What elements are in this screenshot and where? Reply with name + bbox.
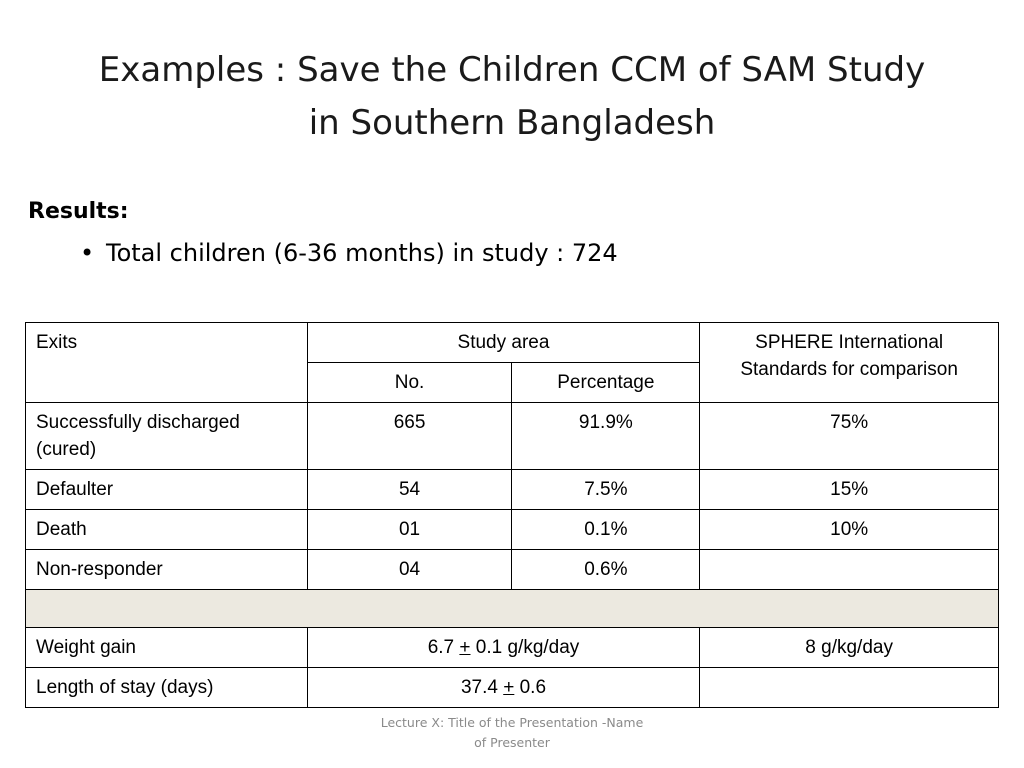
table-row: Defaulter 54 7.5% 15% <box>25 469 999 510</box>
row-percentage: 0.1% <box>511 509 701 550</box>
separator-cell <box>25 589 999 628</box>
value-pre: 37.4 <box>460 677 504 698</box>
row-no: 01 <box>306 509 513 550</box>
value-pre: 6.7 <box>427 637 460 658</box>
row-no: 04 <box>306 549 513 590</box>
slide-title: Examples : Save the Children CCM of SAM … <box>40 44 984 150</box>
footer-line-1: Lecture X: Title of the Presentation -Na… <box>380 715 644 730</box>
row-sphere: 8 g/kg/day <box>699 627 999 668</box>
row-percentage: 7.5% <box>511 469 701 510</box>
header-exits: Exits <box>25 322 308 403</box>
length-of-stay-value: 37.4 + 0.6 <box>306 667 701 708</box>
bullet-icon: • <box>80 239 95 267</box>
row-no: 54 <box>306 469 513 510</box>
row-label: Successfully discharged (cured) <box>25 402 308 470</box>
header-percentage: Percentage <box>511 362 701 403</box>
table-header-row: Exits Study area SPHERE International St… <box>25 322 999 403</box>
slide-footer: Lecture X: Title of the Presentation -Na… <box>360 713 664 753</box>
row-label: Defaulter <box>25 469 308 510</box>
slide-title-line-1: Examples : Save the Children CCM of SAM … <box>98 50 926 90</box>
results-table: Exits Study area SPHERE International St… <box>25 322 999 708</box>
row-label: Length of stay (days) <box>25 667 308 708</box>
footer-line-2: of Presenter <box>474 735 550 750</box>
row-label: Weight gain <box>25 627 308 668</box>
value-post: 0.6 <box>514 677 547 698</box>
table-row: Successfully discharged (cured) 665 91.9… <box>25 402 999 470</box>
row-no: 665 <box>306 402 513 470</box>
weight-gain-value: 6.7 + 0.1 g/kg/day <box>306 627 701 668</box>
row-sphere: 10% <box>699 509 999 550</box>
results-bullet: • Total children (6-36 months) in study :… <box>80 239 618 267</box>
table-row-length-of-stay: Length of stay (days) 37.4 + 0.6 <box>25 667 999 708</box>
row-label: Non-responder <box>25 549 308 590</box>
header-no: No. <box>306 362 513 403</box>
row-sphere <box>699 549 999 590</box>
header-study-area: Study area <box>306 322 701 363</box>
bullet-text: Total children (6-36 months) in study : … <box>106 239 618 267</box>
header-sphere: SPHERE International Standards for compa… <box>699 322 999 403</box>
slide-title-line-2: in Southern Bangladesh <box>308 103 716 143</box>
table-subheader-row: No. Percentage <box>26 362 999 403</box>
plus-minus-sign: + <box>459 637 471 658</box>
table-row: Non-responder 04 0.6% <box>25 549 999 590</box>
plus-minus-sign: + <box>503 677 515 698</box>
row-percentage: 0.6% <box>511 549 701 590</box>
row-sphere: 75% <box>699 402 999 470</box>
table-separator-row <box>25 589 999 628</box>
table-row-weight-gain: Weight gain 6.7 + 0.1 g/kg/day 8 g/kg/da… <box>25 627 999 668</box>
row-sphere <box>699 667 999 708</box>
row-label: Death <box>25 509 308 550</box>
results-heading: Results: <box>28 199 129 224</box>
row-percentage: 91.9% <box>511 402 701 470</box>
row-sphere: 15% <box>699 469 999 510</box>
table-row: Death 01 0.1% 10% <box>25 509 999 550</box>
value-post: 0.1 g/kg/day <box>470 637 580 658</box>
